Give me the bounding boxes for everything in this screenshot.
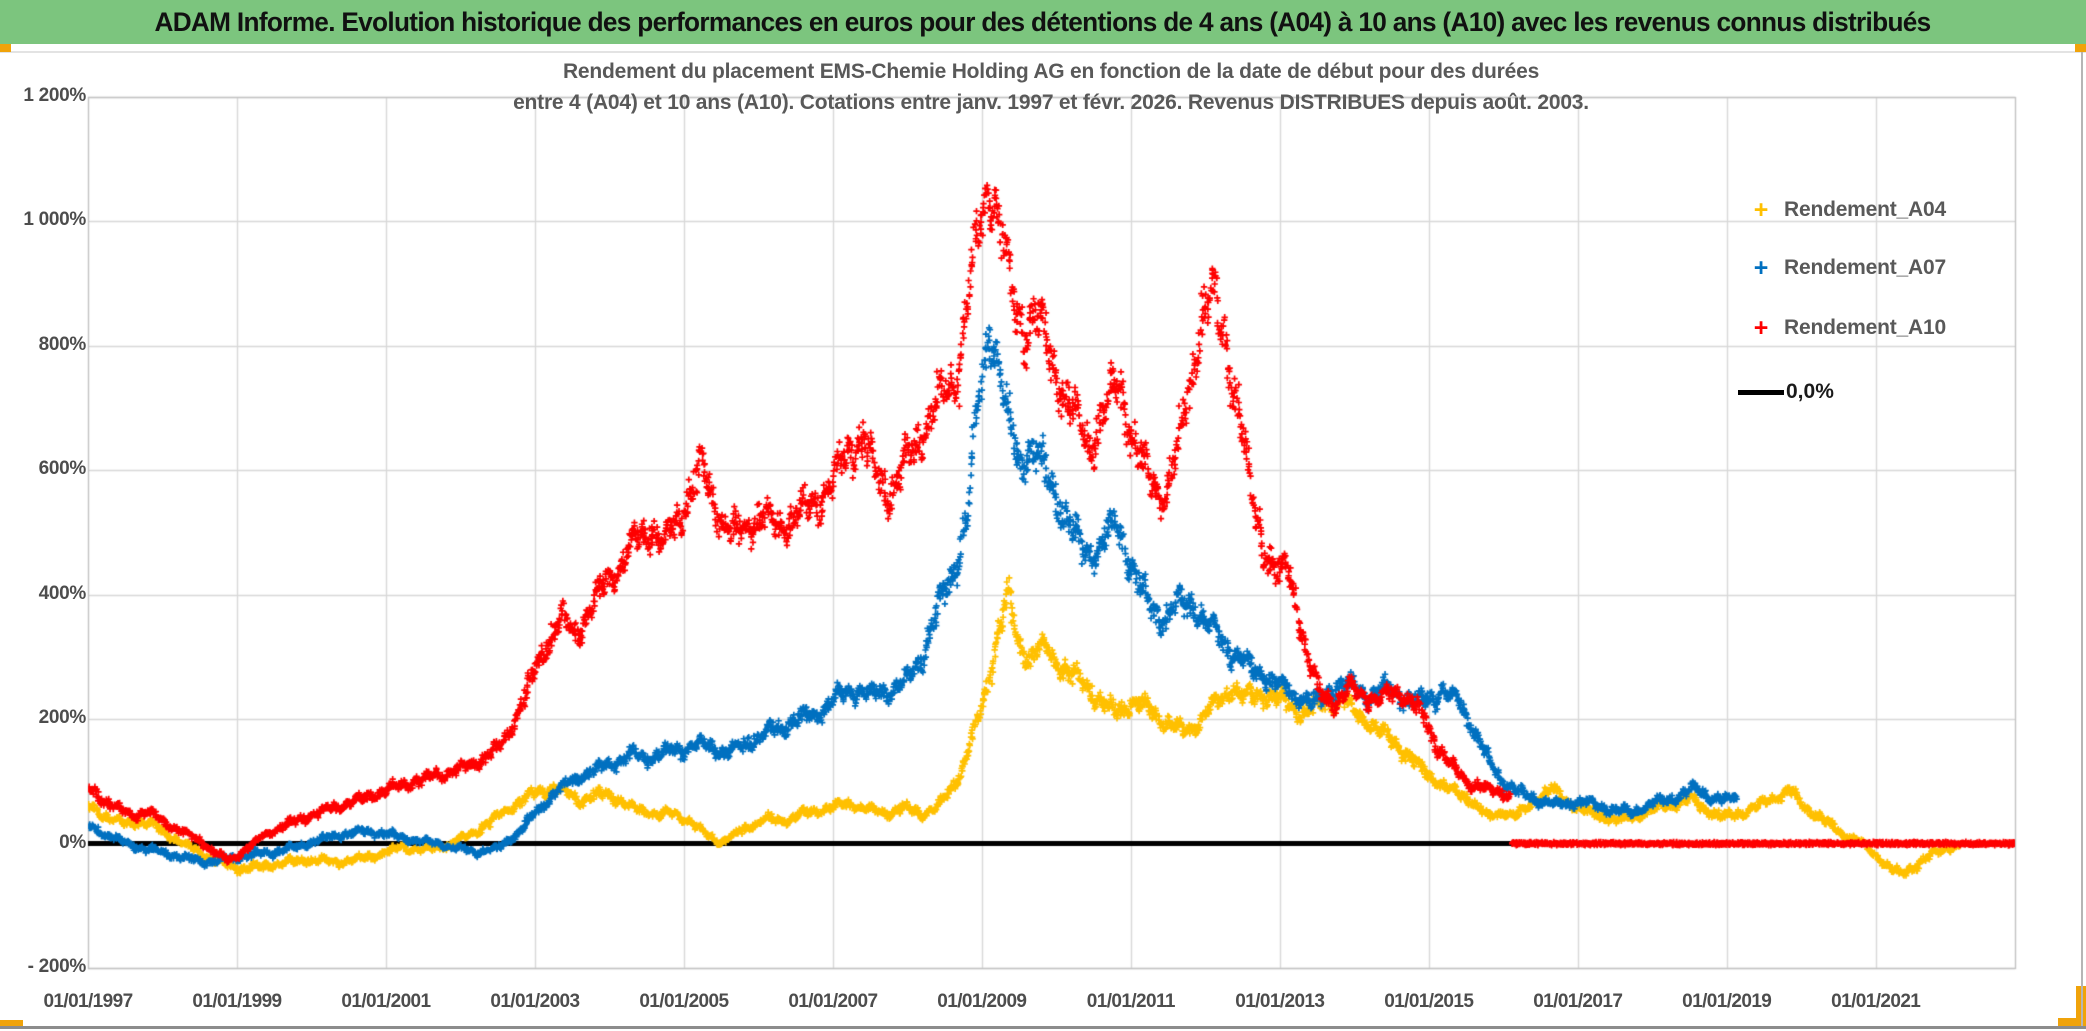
legend-label: Rendement_A04 — [1784, 198, 1946, 221]
gold-accent-bottom-left — [0, 1020, 23, 1029]
legend-item-zero-line: 0,0% — [1738, 377, 1834, 407]
legend-item-rendement-a07: + Rendement_A07 — [1738, 253, 1946, 283]
y-axis-tick-label: 800% — [38, 333, 87, 355]
x-axis-tick-label: 01/01/2005 — [639, 991, 729, 1012]
gold-accent-top-right — [2075, 44, 2086, 52]
bottom-border-line — [0, 1026, 2086, 1029]
chart-title-line1: Rendement du placement EMS-Chemie Holdin… — [562, 60, 1540, 83]
y-axis-tick-label: 400% — [38, 582, 87, 604]
x-axis-tick-label: 01/01/2019 — [1682, 991, 1772, 1012]
plus-marker-icon: + — [1753, 196, 1769, 224]
y-axis-tick-label: 600% — [38, 458, 87, 480]
y-axis-tick-label: 1 200% — [23, 85, 86, 106]
legend-label: 0,0% — [1786, 380, 1834, 403]
y-axis-tick-label: 1 000% — [23, 209, 86, 231]
gold-accent-top-left — [0, 44, 11, 52]
plus-marker-icon: + — [1753, 254, 1769, 282]
x-axis-tick-label: 01/01/2007 — [788, 991, 878, 1012]
x-axis-tick-label: 01/01/1997 — [43, 991, 133, 1012]
gold-accent-bottom-right — [2058, 1018, 2086, 1027]
plus-marker-icon: + — [1753, 314, 1769, 342]
legend-label: Rendement_A10 — [1784, 316, 1946, 339]
x-axis-tick-label: 01/01/2011 — [1086, 991, 1176, 1012]
legend-item-rendement-a04: + Rendement_A04 — [1738, 195, 1946, 225]
x-axis-tick-label: 01/01/2003 — [490, 991, 580, 1012]
x-axis-tick-label: 01/01/2015 — [1384, 991, 1474, 1012]
y-axis-tick-label: 0% — [59, 831, 86, 853]
legend-item-rendement-a10: + Rendement_A10 — [1738, 313, 1946, 343]
right-border-line — [2081, 52, 2083, 1026]
legend-label: Rendement_A07 — [1784, 256, 1946, 279]
y-axis-tick-label: 200% — [38, 707, 87, 729]
chart-title-line2: entre 4 (A04) et 10 ans (A10). Cotations… — [513, 91, 1589, 114]
y-axis-tick-label: - 200% — [27, 956, 87, 977]
x-axis-tick-label: 01/01/1999 — [192, 991, 282, 1012]
x-axis-tick-label: 01/01/2017 — [1533, 991, 1623, 1012]
x-axis-tick-label: 01/01/2001 — [341, 991, 431, 1012]
x-axis-tick-label: 01/01/2021 — [1831, 991, 1921, 1012]
x-axis-tick-label: 01/01/2013 — [1235, 991, 1325, 1012]
zero-line-icon — [1738, 389, 1784, 395]
x-axis-tick-label: 01/01/2009 — [937, 991, 1027, 1012]
